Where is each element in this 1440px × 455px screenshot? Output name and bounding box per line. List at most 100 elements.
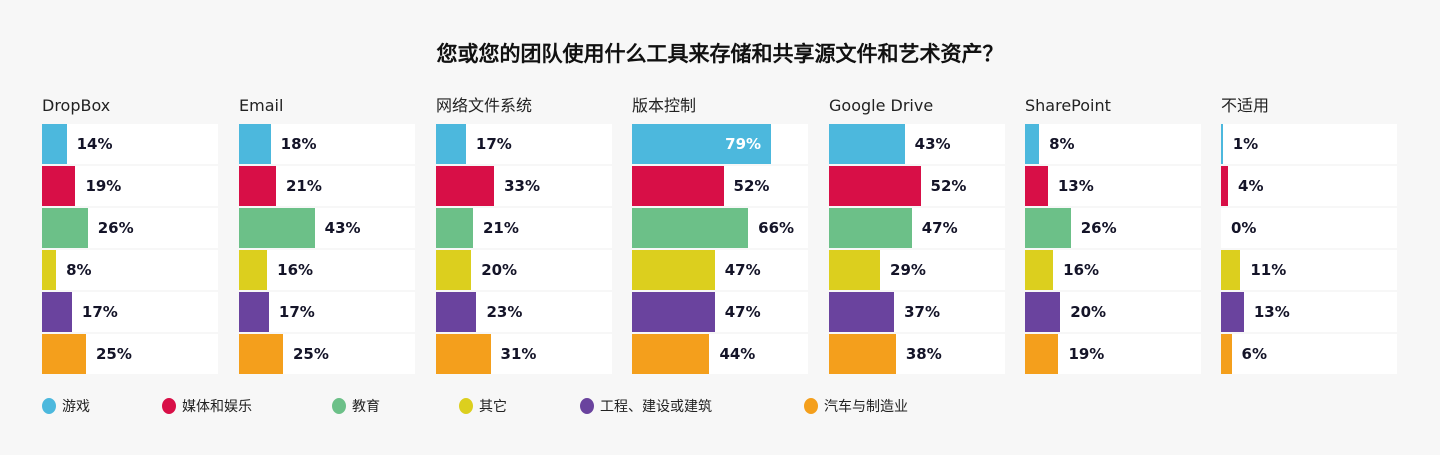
bar <box>1025 124 1040 164</box>
bar <box>1025 208 1071 248</box>
bar <box>1221 334 1232 374</box>
bar-row: 25% <box>239 334 415 374</box>
bar <box>239 208 315 248</box>
data-label: 17% <box>81 303 118 321</box>
bar <box>42 292 72 332</box>
bar <box>829 292 895 332</box>
legend-item: 媒体和娱乐 <box>162 396 252 416</box>
panel: 网络文件系统 17% 33% 21% 20% 23% 31% <box>436 96 612 376</box>
legend-swatch <box>332 398 346 414</box>
data-label: 47% <box>724 303 761 321</box>
legend-item: 汽车与制造业 <box>804 396 908 416</box>
bar-row: 6% <box>1221 334 1397 374</box>
data-label: 26% <box>97 219 134 237</box>
bar <box>1221 250 1241 290</box>
data-label: 14% <box>76 135 113 153</box>
bar-row: 8% <box>1025 124 1201 164</box>
bar <box>1025 250 1054 290</box>
bar-row: 23% <box>436 292 612 332</box>
bar-row: 52% <box>632 166 808 206</box>
bar <box>239 292 269 332</box>
bar-row: 17% <box>42 292 218 332</box>
data-label: 21% <box>482 219 519 237</box>
data-label: 38% <box>905 345 942 363</box>
bar-row: 26% <box>1025 208 1201 248</box>
bar <box>42 124 67 164</box>
bar <box>42 334 86 374</box>
bar <box>436 292 477 332</box>
bar-row: 16% <box>239 250 415 290</box>
bar-row: 20% <box>1025 292 1201 332</box>
panel-title: SharePoint <box>1025 96 1111 115</box>
bar <box>632 166 724 206</box>
bar-row: 0% <box>1221 208 1397 248</box>
data-label: 29% <box>890 261 926 279</box>
legend-label: 汽车与制造业 <box>824 399 908 415</box>
data-label: 13% <box>1057 177 1094 195</box>
bar <box>829 250 881 290</box>
data-label: 0% <box>1231 219 1257 237</box>
legend-item: 教育 <box>332 396 380 416</box>
data-label: 17% <box>278 303 315 321</box>
bar <box>436 334 491 374</box>
panel-title: 不适用 <box>1221 96 1270 115</box>
panel: DropBox 14% 19% 26% 8% 17% 25% <box>42 96 218 376</box>
bar <box>1025 334 1059 374</box>
legend-swatch <box>804 398 818 414</box>
bar-row: 13% <box>1025 166 1201 206</box>
legend-swatch <box>580 398 594 414</box>
data-label: 16% <box>277 261 314 279</box>
data-label: 13% <box>1253 303 1290 321</box>
data-label: 19% <box>1068 345 1105 363</box>
panel: SharePoint 8% 13% 26% 16% 20% 19% <box>1025 96 1201 376</box>
data-label: 4% <box>1238 177 1264 195</box>
data-label: 6% <box>1241 345 1268 363</box>
data-label: 26% <box>1080 219 1117 237</box>
legend-label: 教育 <box>352 399 380 415</box>
data-label: 43% <box>914 135 951 153</box>
bar <box>1221 124 1223 164</box>
panel: 版本控制 79% 52% 66% 47% 47% 44% <box>632 96 808 376</box>
data-label: 25% <box>293 345 329 363</box>
bar <box>1221 166 1229 206</box>
bar <box>829 124 905 164</box>
bar <box>239 250 268 290</box>
bar <box>239 334 283 374</box>
legend-item: 其它 <box>459 396 507 416</box>
bar-row: 16% <box>1025 250 1201 290</box>
data-label: 17% <box>475 135 512 153</box>
bar <box>436 166 495 206</box>
data-label: 11% <box>1250 261 1287 279</box>
bar-row: 43% <box>239 208 415 248</box>
bar <box>1025 166 1048 206</box>
bar-row: 4% <box>1221 166 1397 206</box>
legend-item: 工程、建设或建筑 <box>580 396 712 416</box>
data-label: 43% <box>324 219 361 237</box>
panel-title: 网络文件系统 <box>436 96 533 115</box>
data-label: 31% <box>500 345 537 363</box>
data-label: 25% <box>96 345 132 363</box>
bar <box>632 292 715 332</box>
panel: 不适用 1% 4% 0% 11% 13% 6% <box>1221 96 1397 376</box>
bar-row: 17% <box>436 124 612 164</box>
data-label: 18% <box>280 135 317 153</box>
bar-row: 38% <box>829 334 1005 374</box>
legend-swatch <box>162 398 176 414</box>
bar-row: 19% <box>42 166 218 206</box>
bar-row: 26% <box>42 208 218 248</box>
bar-row: 17% <box>239 292 415 332</box>
data-label: 37% <box>904 303 941 321</box>
panel-title: Email <box>239 96 284 115</box>
data-label: 21% <box>285 177 322 195</box>
bar <box>436 124 466 164</box>
bar-row: 29% <box>829 250 1005 290</box>
bar-row: 33% <box>436 166 612 206</box>
legend-label: 媒体和娱乐 <box>182 399 252 415</box>
legend-label: 工程、建设或建筑 <box>600 399 712 415</box>
bar <box>436 250 472 290</box>
panel-title: DropBox <box>42 96 111 115</box>
bar <box>42 166 76 206</box>
data-label: 44% <box>719 345 756 363</box>
panel: Email 18% 21% 43% 16% 17% 25% <box>239 96 415 376</box>
legend-label: 游戏 <box>62 399 90 415</box>
